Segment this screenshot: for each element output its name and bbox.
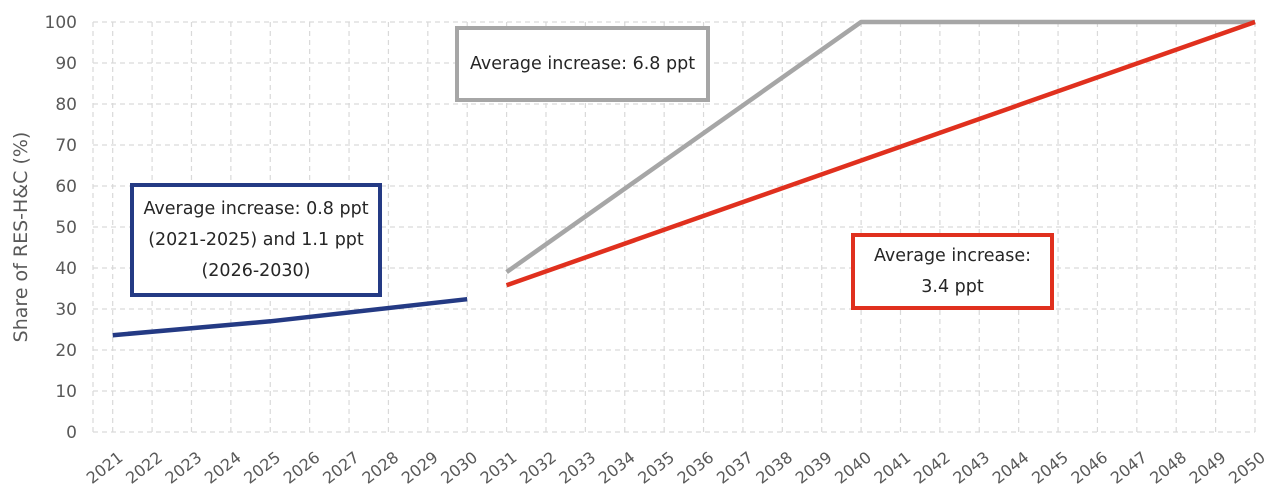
x-tick-label: 2046	[1068, 448, 1112, 488]
series-line-1	[505, 19, 1255, 274]
x-tick-label: 2031	[477, 448, 521, 488]
x-tick-label: 2043	[949, 448, 993, 488]
series-line-0	[112, 296, 468, 338]
x-tick-label: 2021	[83, 448, 127, 488]
y-tick-label: 10	[55, 382, 77, 402]
x-tick-label: 2026	[280, 448, 324, 488]
x-tick-label: 2050	[1225, 448, 1269, 488]
x-tick-label: 2023	[162, 448, 206, 488]
x-tick-label: 2022	[122, 448, 166, 488]
x-tick-label: 2049	[1186, 448, 1230, 488]
y-tick-label: 90	[55, 54, 77, 74]
x-tick-label: 2033	[555, 448, 599, 488]
x-tick-label: 2034	[595, 448, 639, 488]
series-lines	[112, 19, 1256, 338]
x-tick-label: 2041	[871, 448, 915, 488]
x-tick-label: 2025	[240, 448, 284, 488]
annotation-red: Average increase: 3.4 ppt	[851, 233, 1054, 310]
x-tick-label: 2036	[674, 448, 718, 488]
x-tick-label: 2039	[792, 448, 836, 488]
x-tick-label: 2038	[752, 448, 796, 488]
y-tick-label: 40	[55, 259, 77, 279]
annotation-blue-text: Average increase: 0.8 ppt (2021-2025) an…	[143, 198, 369, 281]
annotation-gray: Average increase: 6.8 ppt	[455, 26, 710, 102]
x-tick-label: 2028	[358, 448, 402, 488]
y-tick-label: 70	[55, 136, 77, 156]
y-tick-label: 50	[55, 218, 77, 238]
x-tick-label: 2047	[1107, 448, 1151, 488]
x-tick-label: 2044	[989, 448, 1033, 488]
y-tick-label: 100	[45, 13, 77, 33]
x-tick-label: 2048	[1146, 448, 1190, 488]
y-tick-label: 80	[55, 95, 77, 115]
x-tick-label: 2042	[910, 448, 954, 488]
annotation-gray-text: Average increase: 6.8 ppt	[469, 53, 696, 74]
x-tick-label: 2045	[1028, 448, 1072, 488]
y-tick-label: 60	[55, 177, 77, 197]
y-tick-label: 30	[55, 300, 77, 320]
series-line-2	[505, 19, 1256, 288]
x-tick-label: 2027	[319, 448, 363, 488]
x-tick-labels: 2021202220232024202520262027202820292030…	[83, 448, 1269, 488]
y-tick-labels: 0 10 20 30 40 50 60 70 80 90 100	[45, 13, 77, 443]
y-tick-label: 0	[66, 423, 77, 443]
x-tick-label: 2032	[516, 448, 560, 488]
y-axis-label: Share of RES-H&C (%)	[10, 132, 32, 343]
x-tick-label: 2029	[398, 448, 442, 488]
x-tick-label: 2037	[713, 448, 757, 488]
y-tick-label: 20	[55, 341, 77, 361]
x-tick-label: 2030	[437, 448, 481, 488]
x-tick-label: 2040	[831, 448, 875, 488]
x-tick-label: 2024	[201, 448, 245, 488]
annotation-red-text: Average increase: 3.4 ppt	[873, 245, 1032, 297]
x-tick-label: 2035	[634, 448, 678, 488]
annotation-blue: Average increase: 0.8 ppt (2021-2025) an…	[130, 183, 382, 297]
